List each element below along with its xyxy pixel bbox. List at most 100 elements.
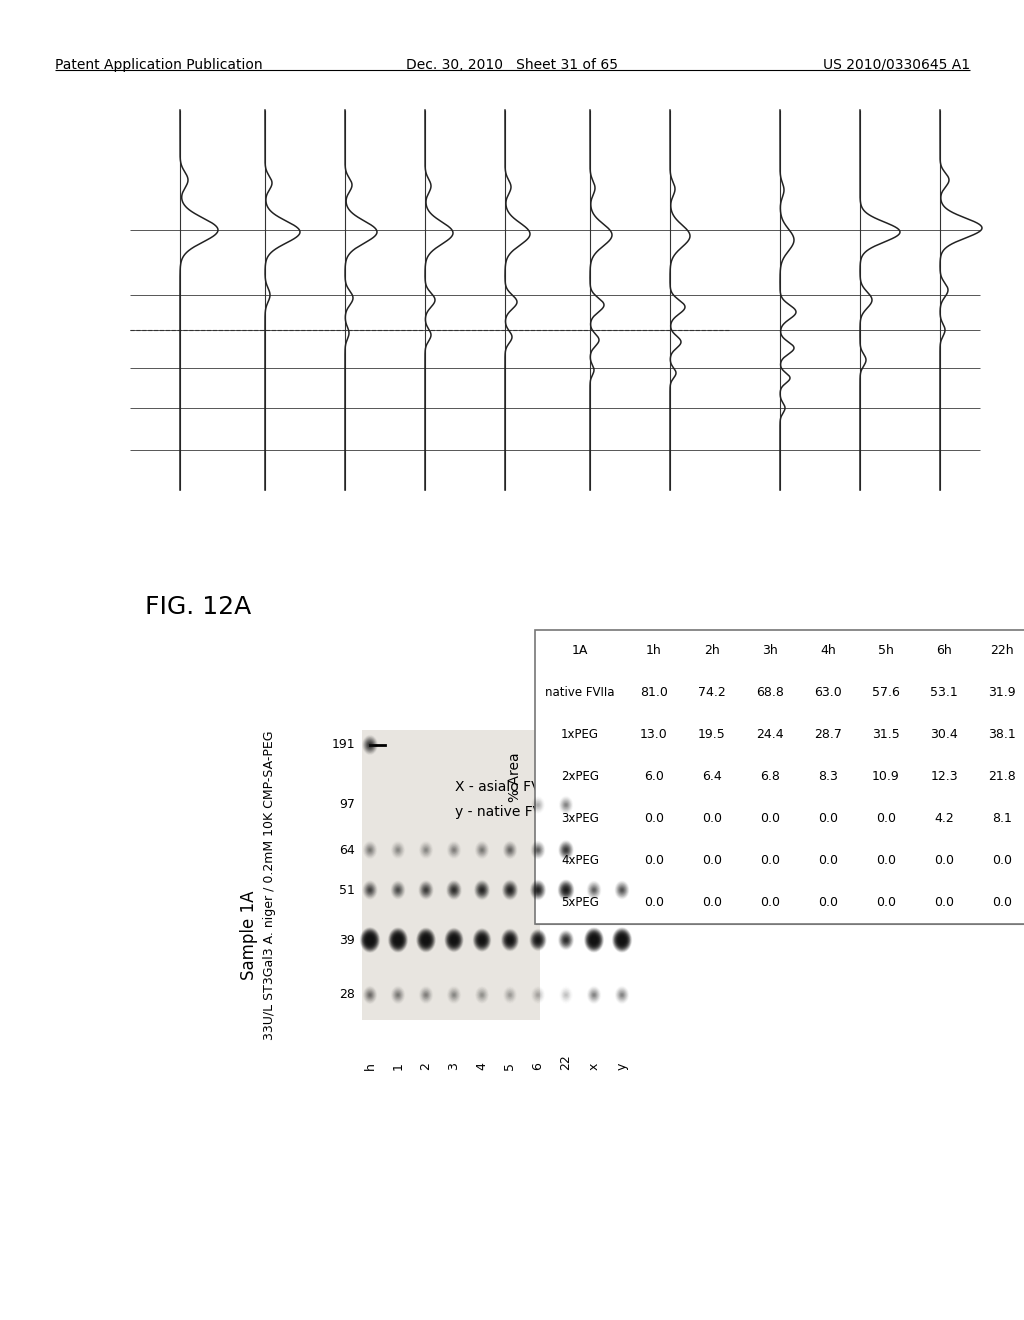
- Polygon shape: [362, 931, 378, 949]
- Text: 0.0: 0.0: [992, 896, 1012, 909]
- Text: 8.1: 8.1: [992, 813, 1012, 825]
- Polygon shape: [534, 884, 543, 896]
- Polygon shape: [368, 847, 372, 853]
- Text: US 2010/0330645 A1: US 2010/0330645 A1: [823, 58, 970, 73]
- Text: x: x: [588, 1063, 600, 1071]
- Text: X - asialo FVIIa: X - asialo FVIIa: [455, 780, 557, 795]
- Polygon shape: [590, 935, 598, 945]
- Polygon shape: [535, 935, 542, 945]
- Polygon shape: [449, 933, 460, 948]
- Text: 8.3: 8.3: [818, 771, 838, 784]
- Polygon shape: [508, 888, 512, 892]
- Polygon shape: [365, 933, 375, 946]
- Text: 0.0: 0.0: [644, 813, 664, 825]
- Polygon shape: [446, 931, 462, 950]
- Polygon shape: [621, 994, 623, 997]
- Text: 0.0: 0.0: [760, 813, 780, 825]
- Text: 19.5: 19.5: [698, 729, 726, 742]
- Text: 97: 97: [339, 799, 355, 812]
- Polygon shape: [370, 994, 371, 995]
- Polygon shape: [480, 888, 483, 892]
- Polygon shape: [360, 928, 380, 952]
- Polygon shape: [452, 887, 457, 892]
- Polygon shape: [396, 993, 399, 997]
- Polygon shape: [564, 847, 567, 853]
- Polygon shape: [397, 890, 398, 891]
- Text: 6: 6: [531, 1063, 545, 1071]
- Polygon shape: [534, 843, 543, 857]
- Text: y - native FVIIa: y - native FVIIa: [455, 805, 559, 818]
- Polygon shape: [504, 932, 517, 949]
- Text: 0.0: 0.0: [876, 813, 896, 825]
- Polygon shape: [622, 890, 623, 891]
- Polygon shape: [367, 741, 374, 750]
- Polygon shape: [616, 933, 627, 946]
- Polygon shape: [612, 928, 632, 952]
- Polygon shape: [586, 929, 602, 950]
- Polygon shape: [620, 936, 625, 944]
- Polygon shape: [425, 939, 427, 942]
- Polygon shape: [532, 933, 544, 948]
- Polygon shape: [593, 939, 595, 941]
- Polygon shape: [424, 993, 428, 998]
- Polygon shape: [389, 929, 407, 952]
- Polygon shape: [422, 884, 430, 895]
- Polygon shape: [588, 932, 600, 948]
- Polygon shape: [536, 847, 541, 853]
- Polygon shape: [620, 887, 625, 894]
- Polygon shape: [396, 937, 400, 942]
- Polygon shape: [532, 883, 544, 896]
- Polygon shape: [565, 940, 566, 941]
- Polygon shape: [561, 935, 570, 946]
- Text: 21.8: 21.8: [988, 771, 1016, 784]
- Polygon shape: [446, 931, 461, 949]
- Polygon shape: [594, 994, 595, 995]
- Polygon shape: [426, 994, 427, 995]
- Text: 0.0: 0.0: [760, 896, 780, 909]
- Polygon shape: [560, 842, 571, 857]
- Text: 0.0: 0.0: [992, 854, 1012, 867]
- Polygon shape: [451, 886, 458, 895]
- Polygon shape: [369, 993, 372, 997]
- Text: 53.1: 53.1: [930, 686, 957, 700]
- Polygon shape: [618, 884, 626, 895]
- Polygon shape: [476, 883, 487, 898]
- Polygon shape: [508, 847, 512, 853]
- Polygon shape: [424, 888, 428, 892]
- Polygon shape: [422, 936, 430, 945]
- Polygon shape: [368, 991, 373, 998]
- Text: 12.3: 12.3: [930, 771, 957, 784]
- Text: 0.0: 0.0: [818, 896, 838, 909]
- Polygon shape: [475, 882, 488, 899]
- Polygon shape: [447, 882, 461, 898]
- Polygon shape: [621, 888, 623, 891]
- Polygon shape: [420, 933, 432, 948]
- Polygon shape: [536, 846, 541, 854]
- Polygon shape: [424, 993, 428, 997]
- Polygon shape: [565, 804, 566, 805]
- Polygon shape: [620, 993, 624, 998]
- Text: 0.0: 0.0: [760, 854, 780, 867]
- Polygon shape: [481, 890, 482, 891]
- Polygon shape: [532, 882, 544, 898]
- Polygon shape: [563, 936, 569, 944]
- Polygon shape: [559, 932, 572, 948]
- Polygon shape: [509, 890, 511, 891]
- Text: native FVIIa: native FVIIa: [545, 686, 614, 700]
- Polygon shape: [388, 928, 408, 952]
- Polygon shape: [617, 884, 627, 896]
- Polygon shape: [621, 939, 624, 942]
- Text: 0.0: 0.0: [934, 854, 954, 867]
- Polygon shape: [481, 849, 483, 851]
- Polygon shape: [422, 884, 430, 896]
- Text: 0.0: 0.0: [876, 854, 896, 867]
- Polygon shape: [510, 849, 511, 850]
- Text: 3: 3: [447, 1063, 461, 1071]
- Polygon shape: [368, 742, 373, 748]
- Polygon shape: [535, 845, 542, 855]
- Polygon shape: [504, 932, 516, 948]
- Polygon shape: [479, 887, 484, 894]
- Polygon shape: [565, 849, 567, 851]
- Polygon shape: [562, 935, 570, 945]
- Polygon shape: [453, 993, 456, 997]
